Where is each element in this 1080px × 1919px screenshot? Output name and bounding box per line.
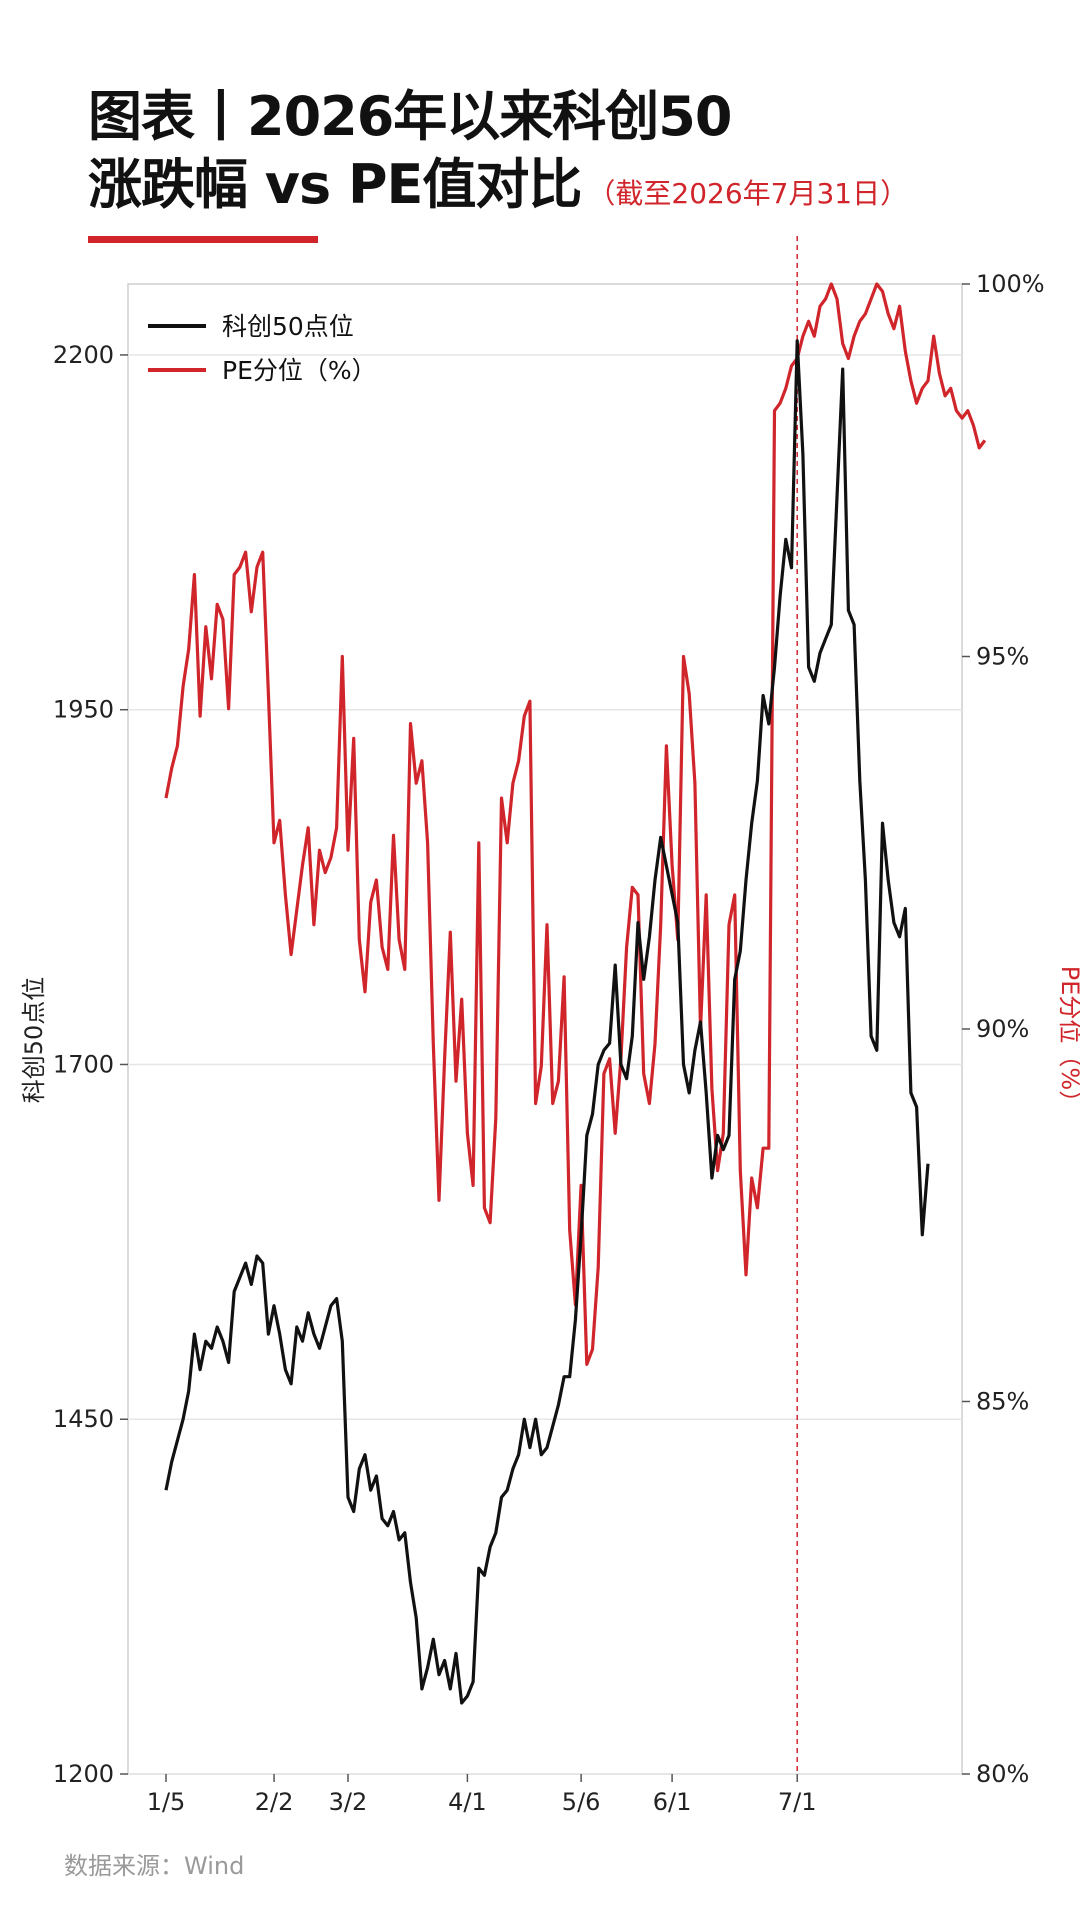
left-axis-label: 科创50点位 bbox=[20, 977, 48, 1104]
right-tick-label: 80% bbox=[976, 1760, 1029, 1788]
left-tick-label: 1450 bbox=[53, 1405, 114, 1433]
right-tick-label: 90% bbox=[976, 1015, 1029, 1043]
x-tick-label: 2/2 bbox=[255, 1788, 294, 1816]
legend: 科创50点位 PE分位（%） bbox=[148, 312, 377, 385]
x-tick-label: 1/5 bbox=[147, 1788, 186, 1816]
grid-lines bbox=[128, 354, 962, 1775]
x-tick-label: 4/1 bbox=[448, 1788, 487, 1816]
x-tick-label: 6/1 bbox=[653, 1788, 692, 1816]
chart-title-line1: 图表丨2026年以来科创50 bbox=[88, 85, 732, 148]
x-tick-label: 7/1 bbox=[778, 1788, 817, 1816]
left-tick-label: 1200 bbox=[53, 1760, 114, 1788]
left-tick-label: 1950 bbox=[53, 696, 114, 724]
x-axis-ticks: 1/5 2/2 3/2 4/1 5/6 6/1 7/1 bbox=[147, 1774, 817, 1816]
left-tick-label: 1700 bbox=[53, 1050, 114, 1078]
chart-title-line2-text: 涨跌幅 vs PE值对比 bbox=[88, 153, 582, 216]
right-axis-ticks: 100% 95% 90% 85% 80% bbox=[962, 270, 1045, 1788]
right-tick-label: 95% bbox=[976, 643, 1029, 671]
series-line-index-level bbox=[164, 339, 930, 1705]
right-tick-label: 100% bbox=[976, 270, 1045, 298]
x-tick-label: 3/2 bbox=[329, 1788, 368, 1816]
right-tick-label: 85% bbox=[976, 1388, 1029, 1416]
left-axis-ticks: 2200 1950 1700 1450 1200 bbox=[53, 341, 128, 1788]
title-underline bbox=[88, 236, 318, 243]
chart-title-line2: 涨跌幅 vs PE值对比 （截至2026年7月31日） bbox=[88, 140, 908, 219]
left-tick-label: 2200 bbox=[53, 341, 114, 369]
right-axis-label: PE分位（%） bbox=[1056, 966, 1080, 1114]
chart-subtitle: （截至2026年7月31日） bbox=[587, 177, 909, 210]
legend-label-index: 科创50点位 bbox=[222, 312, 354, 341]
x-tick-label: 5/6 bbox=[562, 1788, 601, 1816]
data-source: 数据来源：Wind bbox=[64, 1852, 245, 1880]
legend-label-pe: PE分位（%） bbox=[222, 356, 377, 385]
